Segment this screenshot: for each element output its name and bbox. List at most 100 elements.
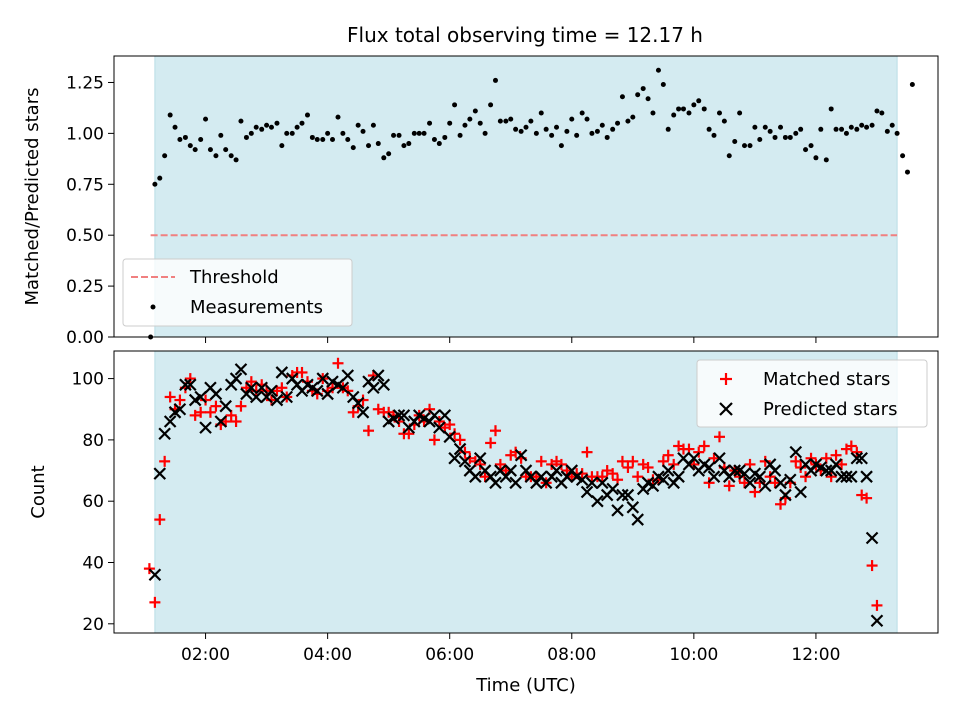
x-b (626, 501, 640, 514)
x-b (346, 390, 360, 404)
measurements-point (747, 143, 753, 149)
matched-stars-point (428, 434, 440, 446)
x-b (356, 406, 370, 419)
measurements-point (375, 141, 381, 147)
count-legend: Matched stars Predicted stars (696, 359, 928, 428)
measurements-point (268, 124, 274, 130)
x-b (550, 464, 563, 477)
x-b (179, 378, 192, 391)
x-b (367, 381, 380, 395)
measurements-point (839, 126, 845, 132)
measurements-point (884, 128, 890, 134)
x-b (397, 409, 411, 422)
measurements-point (279, 143, 285, 149)
measurements-point (726, 153, 732, 159)
x-b (794, 485, 807, 499)
predicted-stars-point (341, 369, 355, 382)
x-b (697, 458, 711, 471)
measurements-point (488, 102, 494, 108)
x-b (509, 476, 522, 490)
matched-stars-point (265, 394, 277, 406)
predicted-stars-point (184, 378, 197, 391)
predicted-stars-point (611, 504, 624, 517)
matched-stars-point (668, 458, 680, 470)
matched-stars-point (230, 416, 242, 427)
measurements-point (264, 122, 270, 128)
x-b (184, 378, 197, 391)
measurements-point (848, 124, 854, 130)
measurements-point (864, 124, 870, 130)
measurements-point (284, 130, 290, 136)
x-b (245, 381, 258, 395)
x-b (743, 476, 757, 490)
x-b (514, 448, 528, 462)
predicted-stars-point (774, 476, 787, 490)
measurements-point (604, 134, 610, 140)
matched-stars-point (494, 458, 506, 470)
measurements-point (192, 147, 198, 153)
measurements-point (909, 82, 915, 88)
predicted-stars-point (829, 458, 843, 471)
measurements-point (436, 141, 442, 147)
measurements-point (721, 118, 727, 124)
measurements-point (854, 126, 860, 132)
x-b (351, 396, 365, 410)
measurements-point (732, 139, 738, 145)
measurements-point (340, 130, 346, 136)
predicted-stars-point (514, 448, 528, 462)
x-b (255, 381, 268, 395)
matched-stars-point (698, 440, 710, 452)
x-b (591, 494, 604, 508)
x-b (438, 409, 452, 422)
measurements-point (366, 143, 372, 149)
measurements-point (859, 122, 865, 128)
predicted-stars-point (702, 461, 716, 474)
x-b (463, 464, 477, 477)
matched-stars-point (800, 471, 812, 483)
measurements-point (701, 106, 707, 112)
matched-stars-point (479, 471, 491, 483)
predicted-stars-point (234, 363, 248, 376)
x-b (326, 375, 339, 388)
measurements-point (243, 134, 249, 140)
predicted-stars-point (575, 473, 589, 487)
predicted-stars-point (173, 402, 187, 416)
measurements-point (584, 116, 590, 122)
measurements-point (401, 143, 407, 149)
predicted-stars-point (621, 488, 635, 502)
x-b (718, 464, 731, 477)
y-tick-label: 1.00 (66, 124, 104, 144)
x-b (249, 390, 263, 404)
measurements-point (370, 122, 376, 128)
measurements-point (904, 169, 910, 175)
measurements-point (228, 153, 234, 159)
matched-stars-point (489, 425, 501, 437)
measurements-point (304, 112, 310, 118)
matched-stars-point (357, 394, 369, 406)
predicted-stars-point (310, 384, 324, 398)
measurements-point (625, 118, 631, 124)
measurements-point (335, 114, 341, 120)
measurements-point (207, 147, 213, 153)
measurements-point (253, 124, 259, 130)
predicted-stars-point (397, 409, 411, 422)
measurements-point (421, 130, 427, 136)
legend-measurements-label: Measurements (190, 297, 323, 318)
measurements-point (589, 130, 595, 136)
legend-matched-swatch (720, 373, 732, 385)
measurements-point (671, 112, 677, 118)
matched-stars-point (805, 452, 817, 464)
measurements-point (416, 130, 422, 136)
ratio-axes: 0.00 0.25 0.50 0.75 1.00 1.25 (66, 56, 898, 348)
x-b (331, 378, 345, 391)
measurements-point (619, 94, 625, 100)
x-b (265, 384, 278, 398)
measurements-point (711, 132, 717, 138)
predicted-stars-point (870, 614, 884, 628)
x-b (453, 442, 467, 456)
matched-stars-point (861, 492, 873, 504)
x-b (575, 473, 589, 487)
predicted-stars-point (214, 415, 228, 428)
count-axes: 20 40 60 80 100 02:00 04:00 06:00 08:00 10:00 12:0… (72, 351, 898, 665)
measurements-point (462, 122, 468, 128)
